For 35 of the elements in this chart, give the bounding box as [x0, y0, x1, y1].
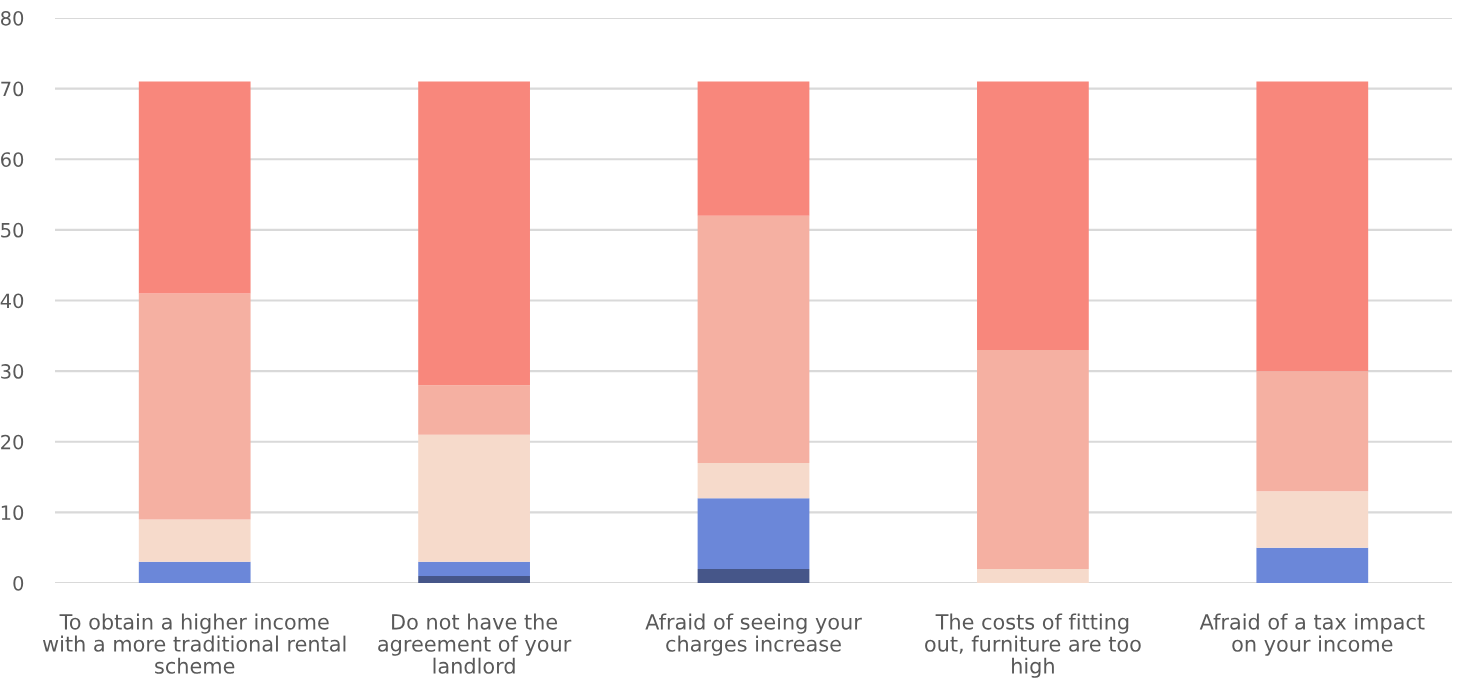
bar: [1256, 491, 1369, 548]
bar: [1256, 371, 1369, 492]
bar: [697, 498, 810, 569]
bar: [977, 81, 1089, 350]
y-tick-label: 70: [1, 81, 24, 97]
bar: [697, 568, 810, 583]
y-tick-label: 60: [1, 152, 24, 167]
y-tick-label: 50: [1, 222, 24, 238]
x-tick-label: Afraid of seeing your charges increase: [645, 613, 862, 656]
y-tick-label: 10: [1, 505, 24, 521]
bar: [977, 349, 1089, 569]
bar: [977, 568, 1089, 583]
bar: [1256, 81, 1369, 372]
bar: [138, 519, 251, 562]
bar: [418, 561, 530, 576]
x-tick-label: To obtain a higher income with a more traditional rental scheme: [42, 613, 346, 674]
bar: [697, 215, 810, 463]
y-tick-label: 40: [0, 293, 24, 309]
x-tick-label: Afraid of a tax impact on your income: [1199, 613, 1425, 656]
y-tick-label: 30: [1, 364, 24, 379]
bar: [418, 575, 530, 583]
bar: [138, 561, 251, 583]
bar: [418, 434, 530, 562]
y-tick-label: 80: [1, 10, 24, 26]
bar: [138, 81, 251, 294]
x-tick-label: Do not have the agreement of your landlord: [378, 613, 572, 674]
y-tick-label: 20: [1, 434, 24, 450]
bar: [418, 385, 530, 435]
bar: [697, 462, 810, 499]
bar: [697, 81, 810, 216]
bar: [418, 81, 530, 386]
bar: [1256, 547, 1369, 583]
x-tick-label: The costs of fitting out, furniture are too high: [925, 613, 1141, 678]
y-tick-label: 0: [13, 575, 24, 591]
bar: [138, 293, 251, 520]
